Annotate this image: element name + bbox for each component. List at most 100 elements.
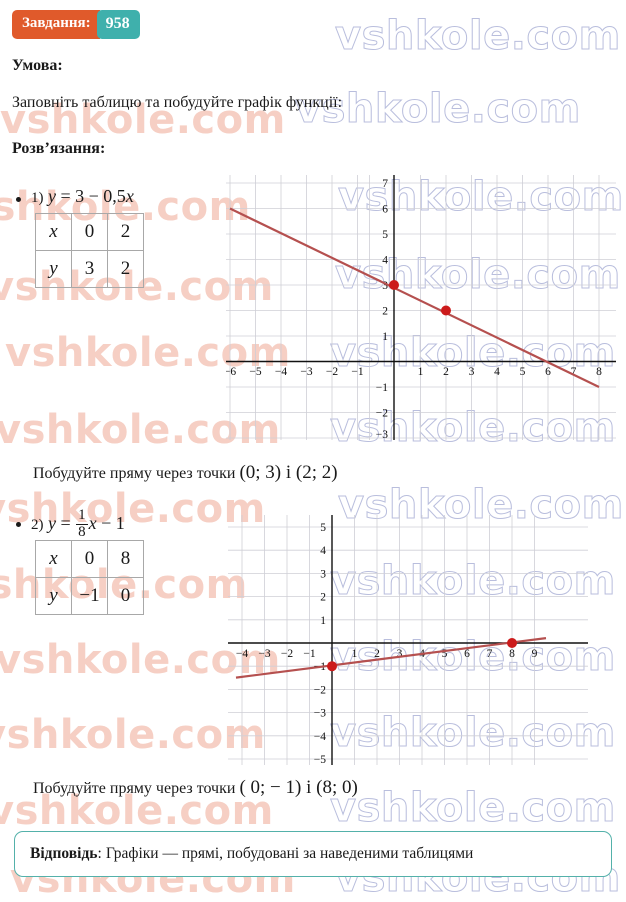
table-row: x 0 2 [35,213,144,251]
svg-text:−2: −2 [281,648,293,660]
svg-text:2: 2 [320,592,326,604]
table-cell-y-1: 2 [107,250,144,288]
watermark-text: vshkole.com [335,13,621,60]
table-cell-x-0: 0 [71,540,108,578]
svg-text:−2: −2 [326,366,338,378]
answer-label: Відповідь [30,845,98,862]
svg-text:−5: −5 [249,366,261,378]
table-cell-y-label: y [35,250,72,288]
svg-text:2: 2 [382,306,388,318]
svg-text:5: 5 [382,229,388,241]
svg-text:3: 3 [469,366,475,378]
svg-text:4: 4 [494,366,500,378]
table-row: x 0 8 [35,540,144,578]
item-number: 2) [31,517,44,533]
svg-text:−1: −1 [376,382,388,394]
formula-rhs: 3 − 0,5 [75,186,126,206]
svg-text:8: 8 [509,648,515,660]
formula-tail: − 1 [101,513,125,533]
formula-item-2: 2) y = 1 8 x − 1 [31,507,125,541]
formula-lhs: y [48,513,56,533]
condition-text: Заповніть таблицю та побудуйте графік фу… [12,94,343,111]
function-line [235,637,547,679]
condition-heading-colon: : [57,57,63,74]
data-point-2-2 [441,305,451,316]
caption-points: (0; 3) і (2; 2) [239,462,338,483]
svg-text:1: 1 [382,331,388,343]
data-point-8-0 [507,638,517,648]
svg-text:3: 3 [397,648,403,660]
table-cell-x-1: 2 [107,213,144,251]
svg-text:6: 6 [382,204,388,216]
svg-text:−5: −5 [314,754,326,765]
svg-text:−3: −3 [314,708,326,720]
data-point-0-3 [389,280,399,290]
table-row: y 3 2 [35,250,144,288]
table-row: y −1 0 [35,577,144,615]
item-number: 1) [31,190,44,206]
value-table-1: x 0 2 y 3 2 [35,213,144,288]
svg-text:7: 7 [487,648,493,660]
svg-text:−4: −4 [314,731,326,743]
table-cell-y-1: 0 [107,577,144,615]
watermark-text: vshkole.com [0,712,266,758]
formula-item-1: 1) y = 3 − 0,5x [31,186,134,207]
svg-text:7: 7 [571,366,577,378]
graph-2-svg: −4 −3 −2 −1 1 2 3 4 5 6 7 8 9 5 4 3 2 1 … [228,515,588,765]
task-badge-label: Завдання: [12,10,100,39]
svg-text:−4: −4 [236,648,248,660]
svg-text:5: 5 [520,366,526,378]
solution-heading-label: Розв’язання [12,140,100,157]
answer-box: Відповідь: Графіки — прямі, побудовані з… [14,831,612,877]
caption-item-2: Побудуйте пряму через точки ( 0; − 1) і … [33,777,358,799]
formula-variable: x [88,513,97,533]
answer-colon: : [97,845,102,862]
caption-points: ( 0; − 1) і (8; 0) [239,777,358,798]
graph-item-1: −6 −5 −4 −3 −2 −1 1 2 3 4 5 6 7 8 7 6 5 … [226,175,616,440]
formula-lhs: y [48,186,56,206]
svg-text:1: 1 [320,615,326,627]
value-table-2: x 0 8 y −1 0 [35,540,144,615]
condition-heading-label: Умова [12,57,58,74]
svg-text:4: 4 [382,255,388,267]
svg-text:7: 7 [382,178,388,190]
svg-text:−2: −2 [376,408,388,420]
svg-text:−3: −3 [258,648,270,660]
svg-text:1: 1 [352,648,358,660]
solution-heading: Розв’язання: [12,140,105,158]
function-line [229,207,600,388]
table-cell-x-label: x [35,540,72,578]
caption-text: Побудуйте пряму через точки [33,465,236,482]
svg-text:−3: −3 [376,429,388,440]
data-point-0-neg1 [327,661,337,672]
svg-text:6: 6 [545,366,551,378]
formula-equals: = [60,513,71,533]
formula-variable: x [125,186,134,206]
svg-text:5: 5 [320,522,326,534]
solution-heading-colon: : [99,140,106,157]
svg-text:4: 4 [320,545,326,557]
table-cell-x-label: x [35,213,72,251]
condition-heading: Умова: [12,57,63,75]
svg-text:3: 3 [382,280,388,292]
task-badge: Завдання: 958 [12,10,140,39]
watermark-text: vshkole.com [330,785,616,832]
axis-tick-labels: −4 −3 −2 −1 1 2 3 4 5 6 7 8 9 5 4 3 2 1 … [236,522,538,765]
graph-1-svg: −6 −5 −4 −3 −2 −1 1 2 3 4 5 6 7 8 7 6 5 … [226,175,616,440]
formula-equals: = [60,186,71,206]
table-cell-y-0: 3 [71,250,108,288]
fraction-numerator: 1 [78,507,86,523]
grid-lines [228,515,588,765]
svg-text:−3: −3 [300,366,312,378]
caption-item-1: Побудуйте пряму через точки (0; 3) і (2;… [33,462,338,484]
answer-text: Графіки — прямі, побудовані за наведеним… [105,845,474,862]
svg-text:9: 9 [532,648,538,660]
svg-text:2: 2 [374,648,380,660]
list-bullet [16,522,21,527]
svg-text:−1: −1 [351,366,363,378]
list-bullet [16,197,21,202]
fraction-one-eighth: 1 8 [76,507,88,541]
svg-text:5: 5 [442,648,448,660]
svg-text:6: 6 [464,648,470,660]
grid-lines [226,175,616,440]
